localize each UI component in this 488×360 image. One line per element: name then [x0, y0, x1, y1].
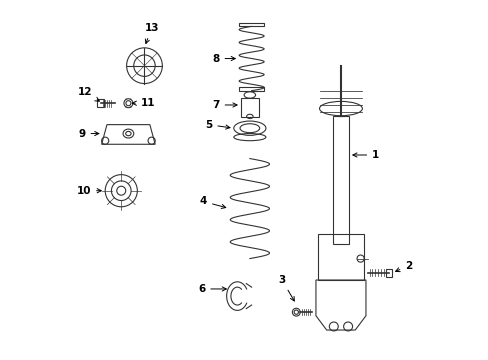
Text: 7: 7 — [212, 100, 237, 110]
Text: 10: 10 — [76, 186, 101, 196]
Text: 8: 8 — [212, 54, 235, 64]
Bar — [317, 234, 364, 280]
Text: 13: 13 — [144, 23, 159, 44]
Text: 6: 6 — [198, 284, 226, 294]
Text: 2: 2 — [395, 261, 411, 272]
Text: 12: 12 — [78, 87, 99, 101]
Text: 3: 3 — [278, 275, 294, 301]
Text: 9: 9 — [78, 129, 99, 139]
Bar — [385, 269, 391, 277]
Bar — [332, 116, 348, 244]
Text: 11: 11 — [132, 98, 155, 108]
Bar — [97, 99, 103, 108]
Text: 1: 1 — [352, 150, 379, 160]
Bar — [239, 87, 264, 91]
Bar — [241, 98, 258, 117]
Text: 4: 4 — [199, 197, 225, 208]
Text: 5: 5 — [205, 120, 229, 130]
Bar — [239, 23, 264, 26]
